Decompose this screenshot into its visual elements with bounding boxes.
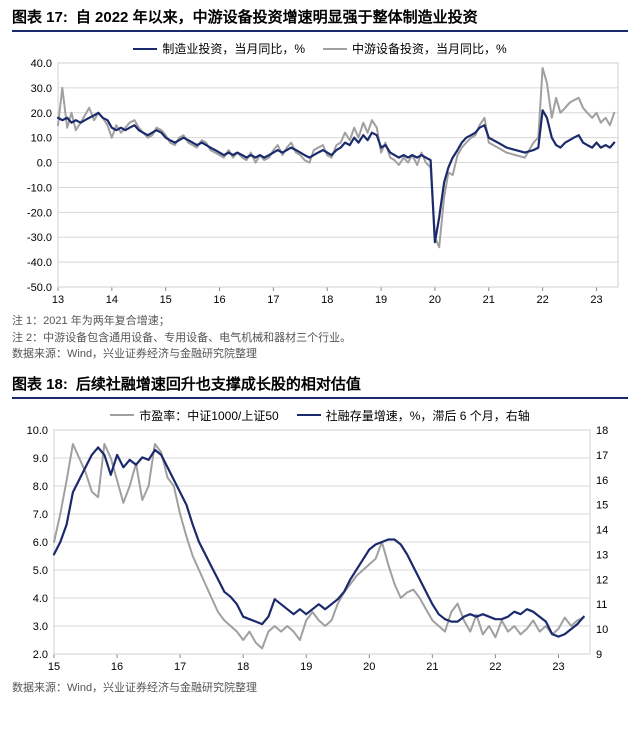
svg-text:3.0: 3.0 (33, 621, 48, 633)
chart18-legend-item-sf: 社融存量增速，%，滞后 6 个月，右轴 (297, 407, 530, 424)
chart18-legend-label-pe: 市盈率：中证1000/上证50 (139, 407, 278, 424)
svg-text:17: 17 (596, 449, 608, 461)
chart17-legend-label-midstream: 中游设备投资，当月同比，% (352, 40, 507, 57)
chart17-notes: 注 1：2021 年为两年复合增速； 注 2：中游设备包含通用设备、专用设备、电… (0, 309, 640, 367)
svg-text:21: 21 (426, 661, 438, 673)
svg-text:19: 19 (300, 661, 312, 673)
svg-text:-20.0: -20.0 (27, 207, 52, 219)
svg-text:15: 15 (160, 294, 172, 306)
chart17-legend-item-midstream: 中游设备投资，当月同比，% (323, 40, 507, 57)
svg-text:6.0: 6.0 (33, 537, 48, 549)
svg-text:-50.0: -50.0 (27, 282, 52, 294)
svg-text:22: 22 (536, 294, 548, 306)
chart18-source: 数据来源：Wind，兴业证券经济与金融研究院整理 (12, 680, 628, 697)
chart18-legend-label-sf: 社融存量增速，%，滞后 6 个月，右轴 (326, 407, 530, 424)
svg-text:0.0: 0.0 (37, 158, 52, 170)
svg-text:10: 10 (596, 624, 608, 636)
svg-text:10.0: 10.0 (27, 426, 48, 437)
svg-text:16: 16 (111, 661, 123, 673)
line-swatch-icon (110, 414, 134, 416)
line-swatch-icon (323, 48, 347, 50)
svg-text:10.0: 10.0 (31, 133, 52, 145)
svg-text:2.0: 2.0 (33, 649, 48, 661)
chart18-title-text: 后续社融增速回升也支撑成长股的相对估值 (76, 373, 361, 394)
chart17-title-text: 自 2022 年以来，中游设备投资增速明显强于整体制造业投资 (76, 6, 478, 27)
svg-text:14: 14 (106, 294, 118, 306)
chart17-source: 数据来源：Wind，兴业证券经济与金融研究院整理 (12, 346, 628, 363)
chart17-note-2: 注 2：中游设备包含通用设备、专用设备、电气机械和器材三个行业。 (12, 330, 628, 347)
svg-text:-40.0: -40.0 (27, 257, 52, 269)
line-swatch-icon (133, 48, 157, 50)
chart17-legend: 制造业投资，当月同比，% 中游设备投资，当月同比，% (12, 38, 628, 59)
svg-text:22: 22 (489, 661, 501, 673)
chart17-block: 图表 17: 自 2022 年以来，中游设备投资增速明显强于整体制造业投资 制造… (0, 0, 640, 309)
svg-text:40.0: 40.0 (31, 59, 52, 70)
svg-text:19: 19 (375, 294, 387, 306)
svg-text:18: 18 (596, 426, 608, 437)
svg-text:20: 20 (363, 661, 375, 673)
svg-text:5.0: 5.0 (33, 565, 48, 577)
chart17-legend-item-mfg: 制造业投资，当月同比，% (133, 40, 305, 57)
line-swatch-icon (297, 414, 321, 416)
chart17-svg: -50.0 -40.0 -30.0 -20.0 -10.0 0.0 10.0 20.0 30.0… (12, 59, 628, 309)
svg-text:14: 14 (596, 524, 608, 536)
chart18-legend: 市盈率：中证1000/上证50 社融存量增速，%，滞后 6 个月，右轴 (12, 405, 628, 426)
svg-text:30.0: 30.0 (31, 83, 52, 95)
svg-text:11: 11 (596, 599, 607, 611)
svg-text:16: 16 (596, 474, 608, 486)
chart17-title-row: 图表 17: 自 2022 年以来，中游设备投资增速明显强于整体制造业投资 (12, 6, 628, 32)
chart17-legend-label-mfg: 制造业投资，当月同比，% (162, 40, 305, 57)
svg-text:23: 23 (590, 294, 602, 306)
svg-text:18: 18 (237, 661, 249, 673)
chart18-svg: 2.0 3.0 4.0 5.0 6.0 7.0 8.0 9.0 10.0 9 10 11 12 13 14 1… (12, 426, 628, 676)
chart18-legend-item-pe: 市盈率：中证1000/上证50 (110, 407, 278, 424)
svg-text:20: 20 (429, 294, 441, 306)
svg-text:17: 17 (174, 661, 186, 673)
svg-text:17: 17 (267, 294, 279, 306)
chart17-plot: -50.0 -40.0 -30.0 -20.0 -10.0 0.0 10.0 20.0 30.0… (12, 59, 628, 309)
svg-text:9.0: 9.0 (33, 453, 48, 465)
svg-text:9: 9 (596, 649, 602, 661)
chart18-title-row: 图表 18: 后续社融增速回升也支撑成长股的相对估值 (12, 373, 628, 399)
chart18-block: 图表 18: 后续社融增速回升也支撑成长股的相对估值 市盈率：中证1000/上证… (0, 367, 640, 676)
svg-text:7.0: 7.0 (33, 509, 48, 521)
svg-text:16: 16 (213, 294, 225, 306)
svg-text:20.0: 20.0 (31, 108, 52, 120)
svg-text:8.0: 8.0 (33, 481, 48, 493)
svg-text:4.0: 4.0 (33, 593, 48, 605)
svg-text:18: 18 (321, 294, 333, 306)
chart18-notes: 数据来源：Wind，兴业证券经济与金融研究院整理 (0, 676, 640, 701)
svg-text:13: 13 (596, 549, 608, 561)
svg-text:21: 21 (483, 294, 495, 306)
svg-text:-30.0: -30.0 (27, 232, 52, 244)
svg-text:15: 15 (48, 661, 60, 673)
chart18-title-prefix: 图表 18: (12, 373, 68, 394)
svg-text:23: 23 (552, 661, 564, 673)
svg-text:12: 12 (596, 574, 608, 586)
svg-text:15: 15 (596, 499, 608, 511)
svg-text:13: 13 (52, 294, 64, 306)
chart18-plot: 2.0 3.0 4.0 5.0 6.0 7.0 8.0 9.0 10.0 9 10 11 12 13 14 1… (12, 426, 628, 676)
svg-text:-10.0: -10.0 (27, 182, 52, 194)
chart17-note-1: 注 1：2021 年为两年复合增速； (12, 313, 628, 330)
chart17-title-prefix: 图表 17: (12, 6, 68, 27)
